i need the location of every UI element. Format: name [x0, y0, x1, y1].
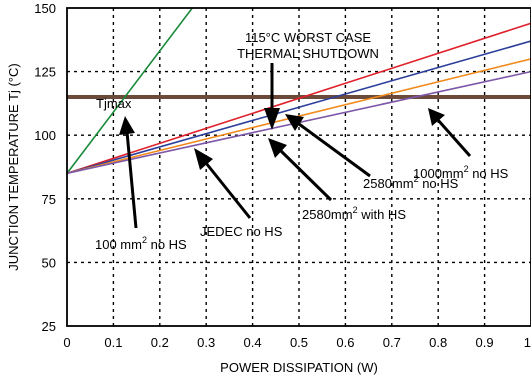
arrowhead-100mm [119, 116, 135, 135]
label-2580-with-hs: 2580mm2 with HS [302, 205, 406, 222]
arrowhead-2580-with [268, 138, 287, 158]
y-tick-50: 50 [42, 255, 56, 270]
x-tick-0.3: 0.3 [197, 335, 215, 350]
y-tick-150: 150 [34, 1, 56, 16]
tjmax-label: Tjmax [96, 96, 132, 111]
series-line-2 [67, 40, 531, 175]
shutdown-label-line1: 115°C WORST CASE [245, 30, 371, 45]
plot-frame [66, 7, 531, 327]
x-tick-0.4: 0.4 [244, 335, 262, 350]
arrowhead-1000 [428, 108, 445, 126]
series-lines [67, 8, 531, 175]
y-axis-title: JUNCTION TEMPERATURE Tj (°C) [6, 63, 21, 270]
x-tick-0.8: 0.8 [429, 335, 447, 350]
x-tick-0.6: 0.6 [336, 335, 354, 350]
series-line-3 [67, 58, 531, 175]
y-tick-25: 25 [42, 319, 56, 334]
x-tick-0.9: 0.9 [476, 335, 494, 350]
series-line-0 [67, 8, 193, 174]
series-line-1 [67, 22, 531, 175]
x-tick-1: 1 [524, 335, 531, 350]
label-jedec: JEDEC no HS [200, 224, 283, 239]
arrow-1000 [436, 119, 472, 157]
label-1000mm: 1000mm2 no HS [413, 164, 509, 181]
arrow-2580-no [298, 122, 371, 178]
x-tick-0.7: 0.7 [383, 335, 401, 350]
x-tick-0: 0 [63, 335, 70, 350]
y-tick-75: 75 [42, 192, 56, 207]
callout-arrowheads [119, 108, 445, 170]
y-tick-125: 125 [34, 65, 56, 80]
arrow-jedec [204, 162, 252, 219]
arrowhead-shutdown [264, 108, 280, 130]
x-tick-0.1: 0.1 [104, 335, 122, 350]
callout-arrows [125, 63, 472, 229]
arrowhead-jedec [194, 148, 213, 170]
arrow-100mm [125, 131, 138, 229]
label-2580-no-hs: 2580mm2 no HS [363, 174, 459, 191]
x-axis-title: POWER DISSIPATION (W) [220, 360, 378, 375]
label-100mm: 100 mm2 no HS [95, 235, 187, 252]
x-tick-0.5: 0.5 [290, 335, 308, 350]
shutdown-label-line2: THERMAL SHUTDOWN [237, 46, 379, 61]
y-tick-100: 100 [34, 128, 56, 143]
x-tick-0.2: 0.2 [151, 335, 169, 350]
arrowhead-2580-no [285, 114, 304, 131]
tick-labels: 0 0.1 0.2 0.3 0.4 0.5 0.6 0.7 0.8 0.9 125507510012… [34, 1, 531, 350]
arrow-2580-with [279, 149, 333, 202]
